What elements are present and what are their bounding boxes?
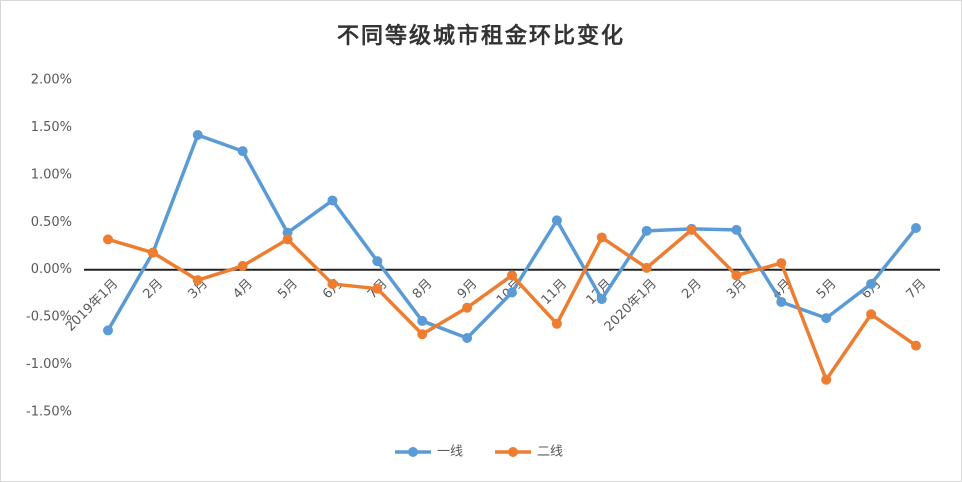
data-point (821, 313, 832, 324)
data-point (462, 333, 473, 344)
data-point (462, 302, 473, 313)
data-point (731, 224, 742, 235)
data-point (507, 287, 517, 298)
data-point (866, 309, 877, 320)
data-point (417, 329, 428, 340)
data-point (147, 247, 158, 258)
data-point (911, 222, 921, 233)
data-point (327, 278, 338, 289)
data-point (686, 224, 697, 235)
data-point (237, 260, 248, 271)
data-point (551, 318, 562, 329)
y-tick-label: 0.00% (31, 262, 72, 277)
legend-marker (408, 447, 418, 457)
data-point (641, 225, 652, 236)
y-tick-label: 2.00% (31, 73, 72, 88)
data-point (327, 195, 338, 206)
data-point (551, 215, 562, 226)
data-point (911, 340, 921, 351)
chart-title: 不同等级城市租金环比变化 (337, 23, 625, 49)
data-point (192, 130, 203, 141)
data-point (103, 325, 113, 336)
data-point (641, 262, 652, 273)
data-point (776, 296, 787, 307)
data-point (372, 283, 383, 294)
data-point (821, 374, 832, 385)
y-tick-label: 0.50% (31, 215, 72, 230)
data-point (776, 258, 787, 269)
y-tick-label: 1.50% (31, 120, 72, 135)
data-point (103, 234, 113, 245)
y-tick-label: 1.00% (31, 167, 72, 182)
data-point (237, 146, 248, 157)
data-point (192, 275, 203, 286)
data-point (417, 315, 428, 326)
data-point (866, 278, 877, 289)
legend-label: 一线 (437, 445, 463, 460)
y-tick-label: -1.00% (26, 357, 72, 372)
y-tick-label: -0.50% (26, 310, 72, 325)
data-point (596, 294, 607, 305)
data-point (596, 232, 607, 243)
legend-label: 二线 (537, 445, 563, 460)
data-point (282, 234, 293, 245)
y-tick-label: -1.50% (26, 405, 72, 420)
data-point (372, 256, 383, 267)
data-point (731, 270, 742, 281)
data-point (507, 270, 517, 281)
legend-marker (508, 447, 518, 457)
